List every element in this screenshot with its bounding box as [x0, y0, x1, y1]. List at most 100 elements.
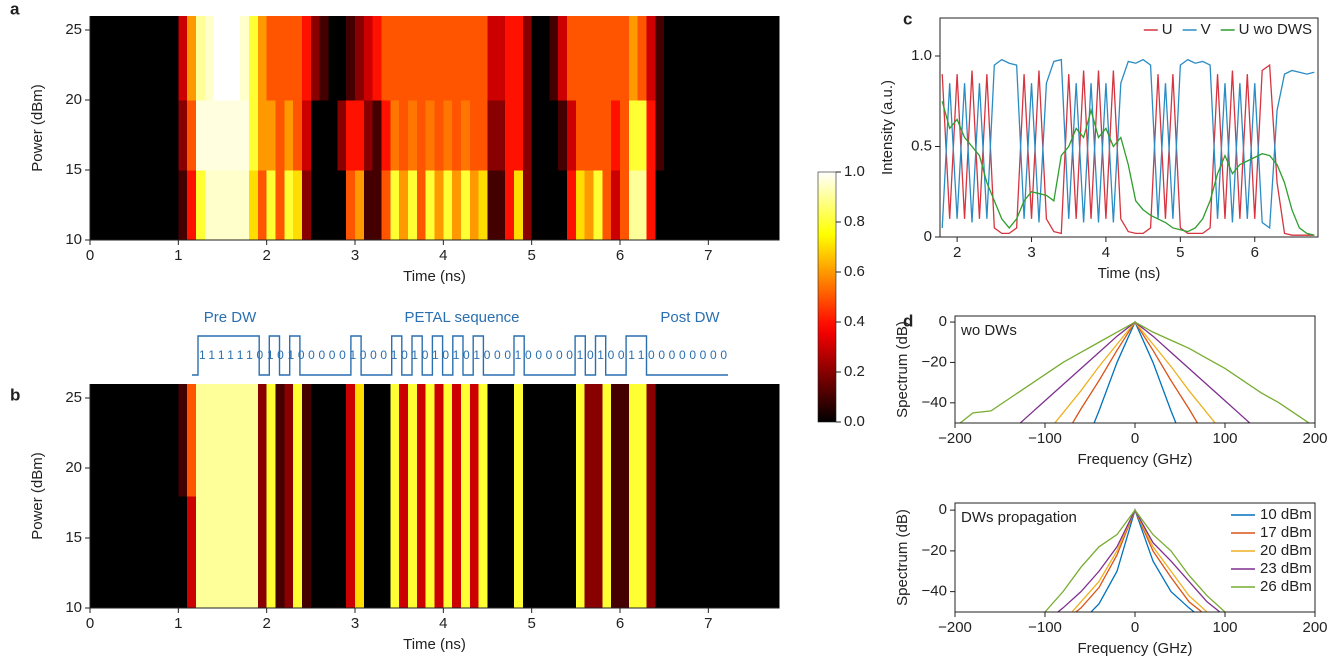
heatmap-cell: [408, 100, 418, 171]
annotation: wo DWs: [960, 322, 1017, 339]
heatmap-cell: [452, 384, 462, 497]
x-tick-label: 100: [1212, 430, 1237, 447]
heatmap-cell: [514, 100, 524, 171]
heatmap-cell: [372, 170, 383, 241]
heatmap-cell: [240, 384, 250, 497]
heatmap-cell: [204, 496, 215, 609]
colorbar-tick-label: 0.6: [844, 263, 865, 280]
heatmap-cell: [355, 100, 365, 171]
heatmap-cell: [116, 16, 126, 101]
y-tick-label: 15: [65, 161, 82, 178]
x-tick-label: 3: [1027, 244, 1035, 261]
heatmap-cell: [222, 100, 232, 171]
heatmap-cell: [390, 496, 400, 609]
x-tick-label: −100: [1028, 619, 1062, 636]
heatmap-cell: [399, 100, 409, 171]
heatmap-cell: [549, 496, 559, 609]
heatmap-cell: [752, 100, 762, 171]
sequence-label: PETAL sequence: [404, 309, 519, 326]
heatmap-cell: [699, 384, 709, 497]
plot-frame: [954, 502, 1316, 613]
heatmap-cell: [240, 16, 250, 101]
heatmap-cell: [293, 100, 303, 171]
y-tick-label: 1.0: [911, 47, 932, 64]
x-tick-label: 4: [439, 247, 447, 264]
x-tick-label: 0: [1131, 619, 1139, 636]
heatmap-cell: [734, 16, 745, 101]
heatmap-cell: [646, 170, 656, 241]
heatmap-cell: [328, 496, 338, 609]
heatmap-cell: [505, 170, 515, 241]
heatmap-cell: [717, 170, 727, 241]
heatmap-cell: [593, 16, 603, 101]
series-line: [1056, 508, 1221, 612]
heatmap-cell: [540, 100, 550, 171]
heatmap-cell: [310, 170, 321, 241]
heatmap-cell: [620, 170, 630, 241]
heatmap-cell: [646, 100, 656, 171]
heatmap-cell: [487, 496, 497, 609]
series-line: [1074, 508, 1203, 612]
heatmap-cell: [726, 100, 736, 171]
heatmap-cell: [107, 100, 118, 171]
annotation: DWs propagation: [961, 509, 1077, 526]
heatmap-cell: [434, 16, 444, 101]
x-axis-title: Frequency (GHz): [1077, 451, 1192, 468]
heatmap-cell: [151, 100, 162, 171]
heatmap-cell: [222, 16, 232, 101]
heatmap-cell: [266, 170, 277, 241]
heatmap-cell: [434, 100, 444, 171]
heatmap-cell: [531, 16, 542, 101]
heatmap-cell: [134, 496, 144, 609]
heatmap-cell: [628, 16, 639, 101]
x-tick-label: 6: [616, 247, 624, 264]
heatmap-cell: [143, 384, 153, 497]
x-tick-label: 0: [86, 247, 94, 264]
heatmap-cell: [346, 16, 356, 101]
heatmap-cell: [178, 384, 188, 497]
heatmap-cell: [699, 100, 709, 171]
y-tick-label: −40: [922, 394, 947, 411]
heatmap-cell: [434, 384, 444, 497]
heatmap-cell: [567, 170, 577, 241]
heatmap-cell: [231, 100, 241, 171]
heatmap-cell: [681, 16, 692, 101]
heatmap-cell: [628, 496, 639, 609]
heatmap-cell: [478, 384, 489, 497]
legend-label: 26 dBm: [1260, 578, 1312, 595]
heatmap-cell: [319, 16, 330, 101]
heatmap-cell: [567, 384, 577, 497]
heatmap-cell: [761, 170, 771, 241]
panel-label: a: [10, 0, 20, 18]
heatmap-cell: [372, 100, 383, 171]
y-tick-label: 20: [65, 91, 82, 108]
heatmap-cell: [266, 100, 277, 171]
heatmap-cell: [134, 16, 144, 101]
heatmap-cell: [310, 384, 321, 497]
heatmap-cell: [372, 496, 383, 609]
heatmap-cell: [169, 100, 179, 171]
colorbar-tick-label: 0.2: [844, 363, 865, 380]
heatmap-cell: [620, 496, 630, 609]
heatmap-cell: [726, 16, 736, 101]
x-tick-label: 5: [527, 615, 535, 632]
heatmap-cell: [770, 384, 780, 497]
heatmap-cell: [664, 100, 674, 171]
heatmap-cell: [116, 496, 126, 609]
heatmap-cell: [487, 16, 497, 101]
heatmap-cell: [372, 16, 383, 101]
heatmap-cell: [310, 496, 321, 609]
heatmap-cell: [107, 496, 118, 609]
heatmap-cell: [134, 384, 144, 497]
heatmap-cell: [319, 384, 330, 497]
x-tick-label: 6: [1251, 244, 1259, 261]
y-tick-label: 0: [939, 313, 947, 330]
heatmap-cell: [143, 100, 153, 171]
heatmap-cell: [540, 384, 550, 497]
x-tick-label: 5: [527, 247, 535, 264]
heatmap-cell: [443, 496, 453, 609]
heatmap-cell: [461, 100, 471, 171]
heatmap-cell: [257, 384, 268, 497]
heatmap-cell: [390, 384, 400, 497]
